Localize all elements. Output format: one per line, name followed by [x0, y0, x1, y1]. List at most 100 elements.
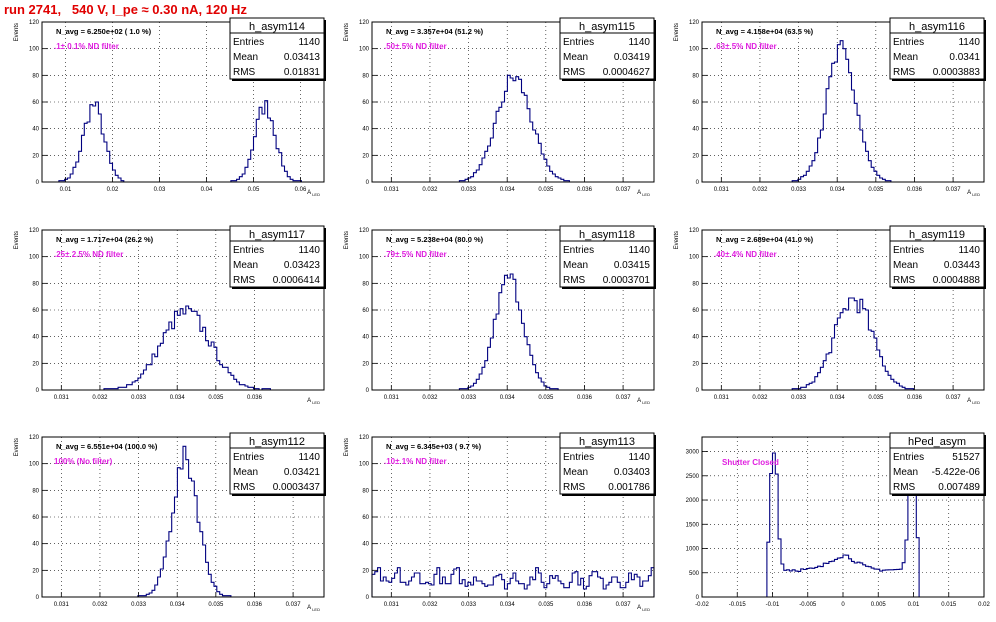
- stats-value: 0.03423: [284, 260, 321, 271]
- x-tick-label: 0.05: [248, 187, 260, 193]
- x-tick-label: 0.01: [60, 187, 72, 193]
- navg-label: N_avg = 6.345e+03 ( 9.7 %): [386, 442, 482, 451]
- stats-value: 1140: [628, 452, 650, 463]
- stats-key: RMS: [893, 275, 916, 286]
- x-tick-label: 0.036: [907, 187, 923, 193]
- y-tick-label: 20: [32, 153, 39, 159]
- stats-key: Mean: [893, 467, 918, 478]
- x-tick-label: 0.01: [908, 602, 920, 608]
- navg-label: N_avg = 1.717e+04 (26.2 %): [56, 235, 154, 244]
- stats-shadow: [562, 79, 656, 81]
- stats-shadow: [654, 228, 656, 289]
- stats-box: [559, 17, 655, 80]
- y-tick-label: 80: [362, 281, 369, 287]
- navg-label: N_avg = 6.250e+02 ( 1.0 %): [56, 27, 152, 36]
- x-tick-label: 0.035: [538, 602, 554, 608]
- stats-shadow: [892, 79, 986, 81]
- stats-key: Entries: [563, 245, 594, 256]
- x-tick-label: 0.035: [208, 395, 224, 401]
- stats-shadow: [324, 228, 326, 289]
- stats-key: Entries: [233, 245, 264, 256]
- x-axis-label: A LED: [637, 190, 650, 197]
- stats-key: Entries: [893, 452, 924, 463]
- filter-annotation: .10± 1% ND filter: [384, 457, 447, 466]
- y-tick-label: 40: [32, 127, 39, 133]
- stats-box: [889, 17, 985, 80]
- histogram-panel-h_asym117: 0.031 0.032 0.033 0.034 0.035 0.036 0 20 40 60 80 1…: [14, 225, 326, 405]
- y-tick-label: 40: [362, 335, 369, 341]
- stats-value: 0.0004888: [933, 275, 981, 286]
- stats-value: 0.03419: [614, 52, 651, 63]
- y-tick-label: 100: [359, 255, 370, 261]
- stats-box: [229, 17, 325, 80]
- y-tick-label: 120: [29, 435, 40, 441]
- y-tick-label: 0: [696, 180, 700, 186]
- stats-value: 1140: [298, 452, 320, 463]
- x-tick-label: 0.034: [170, 395, 186, 401]
- stats-key: Mean: [563, 260, 588, 271]
- stats-value: 0.03421: [284, 467, 321, 478]
- stats-key: RMS: [233, 275, 256, 286]
- y-tick-label: 100: [689, 255, 700, 261]
- y-tick-label: 0: [36, 180, 40, 186]
- stats-key: Entries: [893, 245, 924, 256]
- x-tick-label: 0.036: [577, 395, 593, 401]
- stats-key: Entries: [893, 37, 924, 48]
- y-tick-label: 2000: [686, 498, 700, 504]
- navg-label: N_avg = 6.551e+04 (100.0 %): [56, 442, 158, 451]
- stats-key: RMS: [563, 275, 586, 286]
- x-tick-label: 0.02: [107, 187, 119, 193]
- histogram-name: h_asym114: [249, 21, 305, 33]
- x-axis-label: A LED: [967, 190, 980, 197]
- y-tick-label: 60: [692, 308, 699, 314]
- filter-annotation: 100% (No filter): [54, 457, 113, 466]
- y-tick-label: 20: [692, 361, 699, 367]
- x-tick-label: 0.031: [54, 395, 70, 401]
- x-tick-label: -0.015: [729, 602, 747, 608]
- stats-value: 1140: [628, 37, 650, 48]
- x-tick-label: 0.02: [978, 602, 990, 608]
- y-axis-label: Events: [674, 23, 680, 41]
- x-tick-label: 0.034: [500, 395, 516, 401]
- x-tick-label: 0.036: [577, 187, 593, 193]
- y-tick-label: 100: [359, 47, 370, 53]
- y-axis-label: Events: [344, 231, 350, 249]
- x-tick-label: 0.037: [616, 187, 632, 193]
- y-tick-label: 1000: [686, 547, 700, 553]
- y-tick-label: 20: [362, 361, 369, 367]
- x-tick-label: 0.036: [247, 602, 263, 608]
- stats-key: Entries: [233, 452, 264, 463]
- y-tick-label: 40: [692, 335, 699, 341]
- filter-annotation: .50± 5% ND filter: [384, 42, 447, 51]
- x-tick-label: -0.01: [766, 602, 780, 608]
- y-tick-label: 20: [32, 568, 39, 574]
- filter-annotation: Shutter Closed: [722, 458, 779, 467]
- y-axis-label: Events: [344, 438, 350, 456]
- y-tick-label: 60: [32, 515, 39, 521]
- y-tick-label: 80: [362, 488, 369, 494]
- stats-value: 1140: [958, 245, 980, 256]
- x-tick-label: -0.02: [695, 602, 709, 608]
- x-tick-label: 0.037: [946, 187, 962, 193]
- stats-value: 0.03413: [284, 52, 321, 63]
- y-tick-label: 0: [366, 595, 370, 601]
- y-tick-label: 120: [359, 20, 370, 26]
- y-tick-label: 100: [29, 462, 40, 468]
- y-tick-label: 40: [32, 542, 39, 548]
- stats-value: -5.422e-06: [932, 467, 981, 478]
- y-tick-label: 120: [29, 20, 40, 26]
- y-tick-label: 80: [692, 73, 699, 79]
- y-axis-label: Events: [674, 231, 680, 249]
- y-tick-label: 0: [366, 180, 370, 186]
- x-tick-label: 0.035: [208, 602, 224, 608]
- histogram-panel-h_asym112: 0.031 0.032 0.033 0.034 0.035 0.036 0.037 0 20 40…: [14, 432, 326, 612]
- y-tick-label: 40: [692, 127, 699, 133]
- navg-label: N_avg = 3.357e+04 (51.2 %): [386, 27, 484, 36]
- stats-shadow: [562, 287, 656, 289]
- x-tick-label: 0.037: [946, 395, 962, 401]
- stats-shadow: [324, 20, 326, 81]
- x-tick-label: 0.037: [286, 602, 302, 608]
- x-tick-label: 0.037: [616, 602, 632, 608]
- y-tick-label: 0: [36, 388, 40, 394]
- stats-value: 1140: [298, 245, 320, 256]
